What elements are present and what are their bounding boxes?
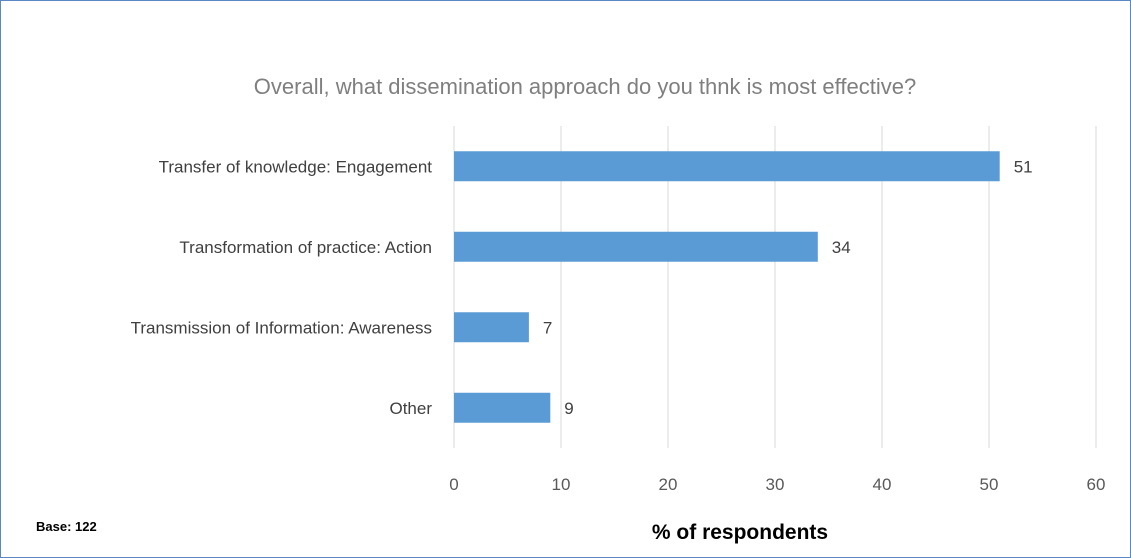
x-tick-label: 40 — [873, 475, 892, 494]
category-label: Transfer of knowledge: Engagement — [159, 157, 433, 176]
data-label: 51 — [1014, 157, 1033, 176]
category-label: Other — [389, 399, 432, 418]
category-label: Transmission of Information: Awareness — [131, 318, 432, 337]
x-axis-label: % of respondents — [652, 521, 828, 544]
bar — [454, 231, 818, 262]
bar — [454, 151, 1000, 182]
category-label: Transformation of practice: Action — [179, 238, 432, 257]
bars — [454, 151, 1000, 423]
chart-title: Overall, what dissemination approach do … — [254, 74, 916, 99]
data-labels: 51 34 7 9 — [543, 157, 1033, 418]
bar — [454, 312, 529, 343]
x-tick-label: 60 — [1087, 475, 1106, 494]
bar — [454, 392, 551, 423]
data-label: 34 — [832, 238, 851, 257]
x-tick-label: 50 — [980, 475, 999, 494]
x-tick-label: 10 — [552, 475, 571, 494]
x-axis-ticks: 0 10 20 30 40 50 60 — [449, 475, 1105, 494]
x-tick-label: 0 — [449, 475, 458, 494]
data-label: 9 — [564, 399, 573, 418]
y-axis-categories: Transfer of knowledge: Engagement Transfo… — [131, 157, 433, 418]
base-footnote: Base: 122 — [36, 519, 97, 534]
data-label: 7 — [543, 318, 552, 337]
x-tick-label: 30 — [766, 475, 785, 494]
x-tick-label: 20 — [659, 475, 678, 494]
